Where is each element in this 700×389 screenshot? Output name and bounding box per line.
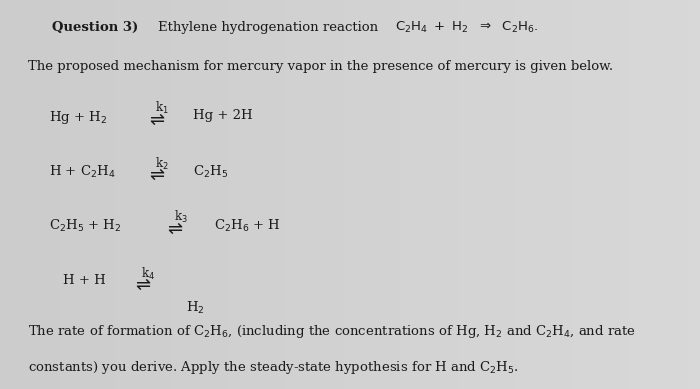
Text: The rate of formation of C$_2$H$_6$, (including the concentrations of Hg, H$_2$ : The rate of formation of C$_2$H$_6$, (in…	[28, 323, 636, 340]
Text: C$_2$H$_6$ + H: C$_2$H$_6$ + H	[214, 218, 280, 234]
Text: H + H: H + H	[63, 274, 106, 287]
Text: $\rightleftharpoons$: $\rightleftharpoons$	[132, 276, 151, 294]
Text: Ethylene hydrogenation reaction: Ethylene hydrogenation reaction	[158, 21, 377, 34]
Text: Question 3): Question 3)	[52, 21, 139, 34]
Text: $\rightleftharpoons$: $\rightleftharpoons$	[146, 166, 165, 184]
Text: Hg + 2H: Hg + 2H	[193, 109, 252, 122]
Text: The proposed mechanism for mercury vapor in the presence of mercury is given bel: The proposed mechanism for mercury vapor…	[28, 60, 613, 73]
Text: k$_3$: k$_3$	[174, 209, 188, 225]
Text: k$_4$: k$_4$	[141, 266, 155, 282]
Text: $\rm C_2H_4$$\rm\ +\ H_2$$\ \ \Rightarrow\ \ $$\rm C_2H_6$.: $\rm C_2H_4$$\rm\ +\ H_2$$\ \ \Rightarro…	[395, 20, 539, 35]
Text: k$_2$: k$_2$	[155, 156, 169, 172]
Text: k$_1$: k$_1$	[155, 100, 169, 116]
Text: C$_2$H$_5$ + H$_2$: C$_2$H$_5$ + H$_2$	[49, 218, 122, 234]
Text: C$_2$H$_5$: C$_2$H$_5$	[193, 164, 228, 180]
Text: constants) you derive. Apply the steady-state hypothesis for H and C$_2$H$_5$.: constants) you derive. Apply the steady-…	[28, 359, 519, 376]
Text: H$_2$: H$_2$	[186, 300, 204, 315]
Text: H + C$_2$H$_4$: H + C$_2$H$_4$	[49, 164, 116, 180]
Text: $\rightleftharpoons$: $\rightleftharpoons$	[164, 220, 184, 238]
Text: $\rightleftharpoons$: $\rightleftharpoons$	[146, 111, 165, 129]
Text: Hg + H$_2$: Hg + H$_2$	[49, 109, 107, 126]
